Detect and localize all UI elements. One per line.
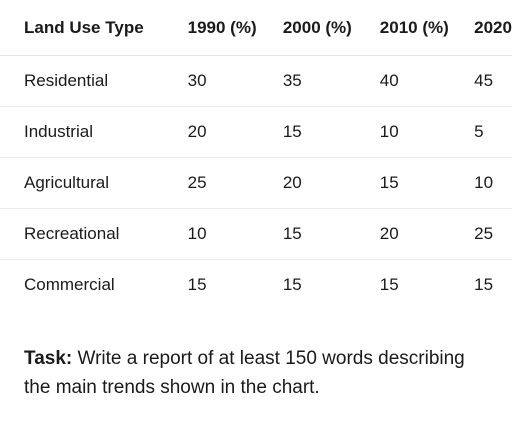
- row-label-cell: Residential: [0, 55, 188, 107]
- table-header-row: Land Use Type 1990 (%) 2000 (%) 2010 (%)…: [0, 0, 512, 56]
- row-label-cell: Commercial: [24, 275, 115, 294]
- task-instructions: Task: Write a report of at least 150 wor…: [24, 344, 494, 402]
- table-cell: 5: [474, 106, 512, 158]
- task-text: Write a report of at least 150 words des…: [24, 348, 465, 398]
- row-label-cell: Agricultural: [0, 157, 188, 209]
- table-cell: 25: [474, 208, 512, 260]
- table-cell: 25: [187, 157, 283, 209]
- table-row: Residential 30 35 40 45: [0, 55, 512, 107]
- table-cell: 15: [282, 275, 302, 294]
- table-cell: 20: [379, 208, 475, 260]
- table-cell: 15: [379, 157, 475, 209]
- table-row: Industrial 20 15 10 5: [0, 106, 512, 158]
- table-cell: 15: [282, 208, 380, 260]
- column-header-land-use-type: Land Use Type: [0, 0, 188, 56]
- table-cell: 15: [282, 106, 380, 158]
- table-row: Recreational 10 15 20 25: [0, 208, 512, 260]
- table-row: Commercial 15 15 15 15: [0, 260, 512, 311]
- column-header-2010: 2010 (%): [379, 0, 475, 56]
- table-row: Agricultural 25 20 15 10: [0, 157, 512, 209]
- table-cell: 40: [379, 55, 475, 107]
- table-cell: 15: [379, 275, 399, 294]
- table-cell: 30: [187, 55, 283, 107]
- table-cell: 45: [474, 55, 512, 107]
- table-cell: 15: [474, 275, 494, 294]
- table-cell: 35: [282, 55, 380, 107]
- column-header-2000: 2000 (%): [282, 0, 380, 56]
- table-cell: 10: [379, 106, 475, 158]
- table-cell: 15: [187, 275, 207, 294]
- table-cell: 10: [474, 157, 512, 209]
- row-label-cell: Industrial: [0, 106, 188, 158]
- table-cell: 10: [187, 208, 283, 260]
- column-header-1990: 1990 (%): [187, 0, 283, 56]
- table-cell: 20: [187, 106, 283, 158]
- table-cell: 20: [282, 157, 380, 209]
- column-header-2020: 2020: [474, 0, 512, 56]
- task-label: Task:: [24, 348, 73, 369]
- land-use-table: Land Use Type 1990 (%) 2000 (%) 2010 (%)…: [0, 0, 512, 311]
- row-label-cell: Recreational: [0, 208, 188, 260]
